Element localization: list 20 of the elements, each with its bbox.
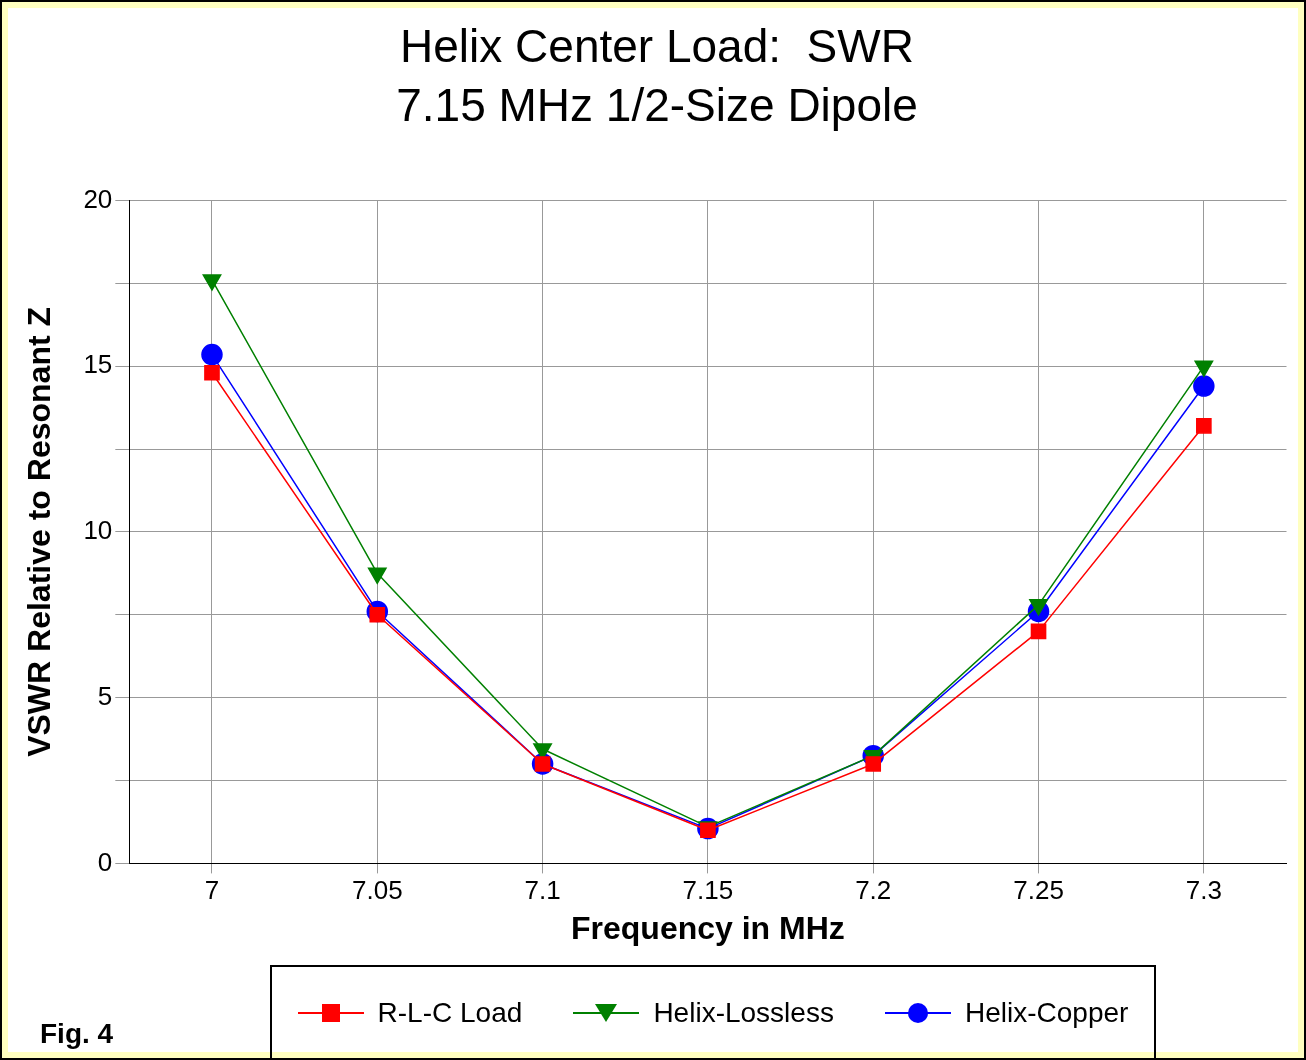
caption: Fig. 4 xyxy=(40,1018,114,1050)
chart-title: Helix Center Load: SWR xyxy=(400,20,914,73)
legend-label: Helix-Copper xyxy=(965,997,1129,1029)
y-axis-title: VSWR Relative to Resonant Z xyxy=(21,306,58,757)
y-tick-label: 15 xyxy=(83,349,113,380)
x-tick-label: 7.15 xyxy=(682,875,734,906)
y-tick-label: 0 xyxy=(97,846,113,877)
x-tick-label: 7.2 xyxy=(855,875,892,906)
y-tick-label: 20 xyxy=(83,183,113,214)
legend-label: Helix-Lossless xyxy=(653,997,834,1029)
y-tick-label: 10 xyxy=(83,515,113,546)
x-tick-label: 7.25 xyxy=(1013,875,1064,906)
x-tick-label: 7.3 xyxy=(1185,875,1222,906)
x-tick-label: 7.1 xyxy=(524,875,561,906)
x-tick-label: 7.05 xyxy=(351,875,403,906)
x-axis-title: Frequency in MHz xyxy=(571,909,845,946)
chart-subtitle: 7.15 MHz 1/2-Size Dipole xyxy=(396,79,918,132)
x-tick-label: 7 xyxy=(204,875,220,906)
legend-label: R-L-C Load xyxy=(377,997,523,1029)
y-tick-label: 5 xyxy=(97,680,113,711)
